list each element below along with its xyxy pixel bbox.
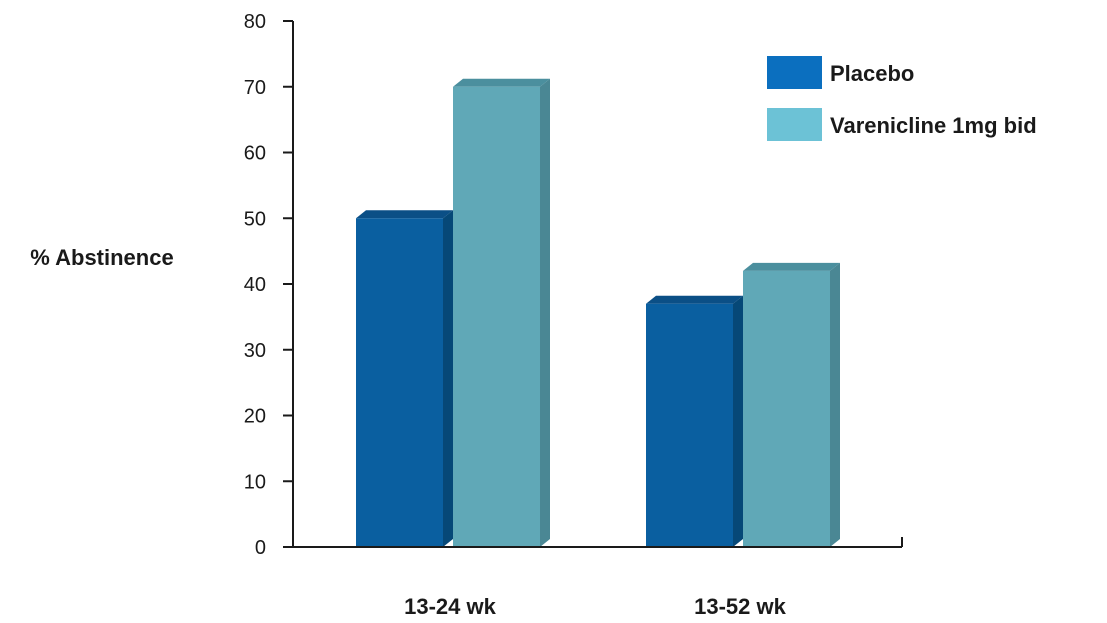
y-tick-label: 40 bbox=[244, 274, 266, 296]
legend-swatch bbox=[767, 108, 822, 141]
y-ticks: 0 10 20 30 40 50 60 70 80 bbox=[244, 11, 293, 559]
y-tick-label: 30 bbox=[244, 340, 266, 362]
bar-top-face bbox=[356, 210, 453, 219]
bar-side-face bbox=[733, 295, 743, 547]
bar-top-face bbox=[646, 295, 743, 304]
y-tick-label: 10 bbox=[244, 471, 266, 493]
legend-label: Varenicline 1mg bid bbox=[830, 113, 1037, 138]
legend: Placebo Varenicline 1mg bid bbox=[767, 56, 1037, 141]
legend-label: Placebo bbox=[830, 61, 914, 86]
y-tick-label: 20 bbox=[244, 406, 266, 428]
x-categories: 13-24 wk 13-52 wk bbox=[404, 594, 786, 619]
bars-layer bbox=[356, 78, 840, 547]
bar-side-face bbox=[830, 262, 840, 547]
y-tick-label: 80 bbox=[244, 11, 266, 33]
y-tick-label: 0 bbox=[255, 537, 266, 559]
bar-side-face bbox=[443, 210, 453, 547]
bar bbox=[356, 218, 443, 547]
bar-top-face bbox=[743, 262, 840, 271]
y-tick-label: 70 bbox=[244, 77, 266, 99]
y-tick-label: 50 bbox=[244, 208, 266, 230]
y-axis-label: % Abstinence bbox=[30, 245, 173, 270]
legend-swatch bbox=[767, 56, 822, 89]
bar bbox=[743, 270, 830, 547]
bar-side-face bbox=[540, 78, 550, 547]
x-category-label: 13-24 wk bbox=[404, 594, 496, 619]
y-tick-label: 60 bbox=[244, 143, 266, 165]
x-category-label: 13-52 wk bbox=[694, 594, 786, 619]
bar bbox=[646, 303, 733, 547]
bar-top-face bbox=[453, 78, 550, 87]
bar bbox=[453, 86, 540, 547]
